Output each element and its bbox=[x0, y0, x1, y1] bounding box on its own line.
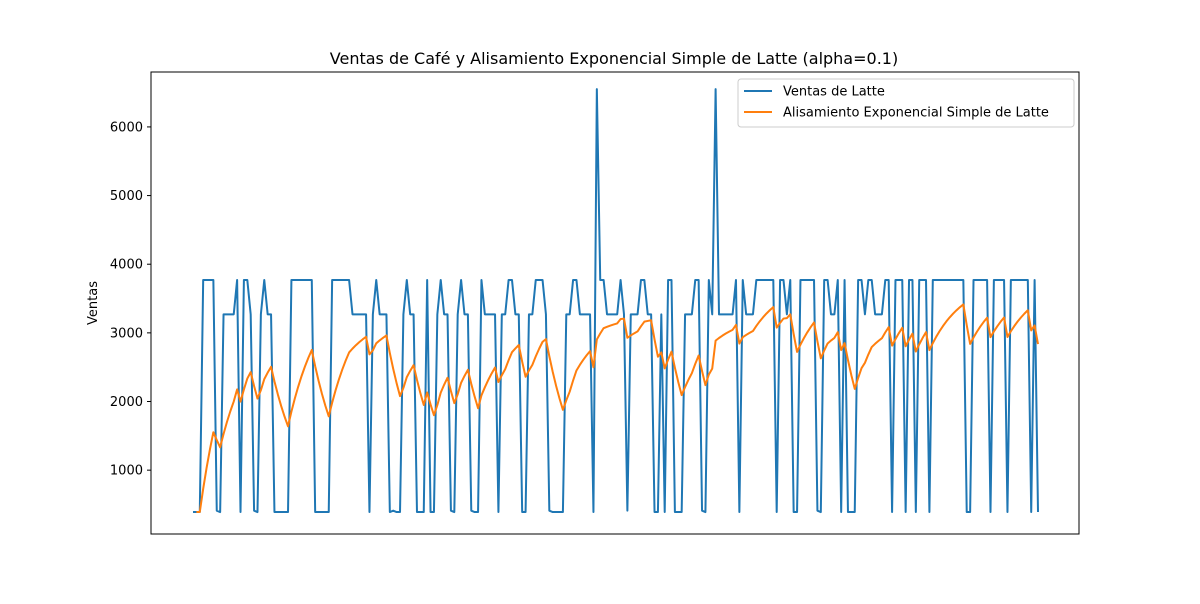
legend-label: Alisamiento Exponencial Simple de Latte bbox=[783, 106, 1049, 121]
y-axis-label: Ventas bbox=[86, 281, 101, 325]
legend-box bbox=[737, 78, 1075, 128]
legend: Ventas de Latte Alisamiento Exponencial S… bbox=[737, 78, 1075, 128]
y-tick-label: 5000 bbox=[110, 189, 143, 204]
y-tick-label: 6000 bbox=[110, 120, 143, 135]
legend-label: Ventas de Latte bbox=[783, 85, 885, 100]
series-line-alisamiento bbox=[196, 303, 1039, 514]
series-line-ventas-de-latte bbox=[193, 88, 1039, 514]
y-tick-label: 2000 bbox=[110, 395, 143, 410]
plot-frame bbox=[150, 71, 1080, 535]
y-tick-label: 4000 bbox=[110, 258, 143, 273]
y-axis-ticks: 1000 2000 3000 4000 5000 6000 bbox=[110, 120, 151, 479]
chart-title: Ventas de Café y Alisamiento Exponencial… bbox=[330, 49, 898, 68]
y-tick-label: 1000 bbox=[110, 464, 143, 479]
series-lines bbox=[193, 88, 1039, 514]
y-tick-label: 3000 bbox=[110, 326, 143, 341]
